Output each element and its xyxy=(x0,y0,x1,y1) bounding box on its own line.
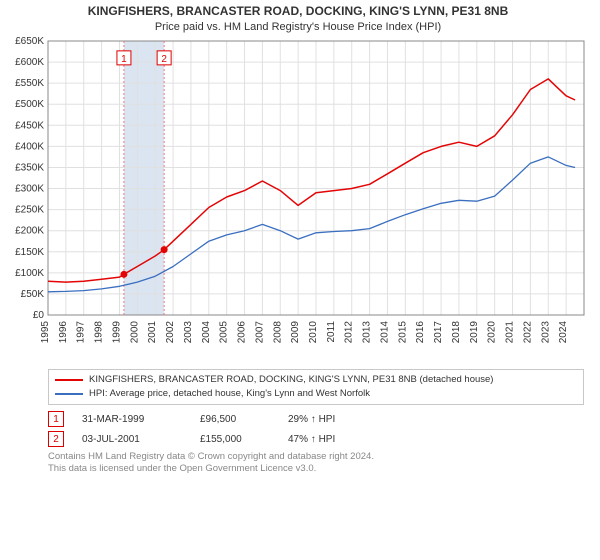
svg-text:2: 2 xyxy=(161,53,167,64)
event-marker-icon: 1 xyxy=(48,411,64,427)
legend-label: KINGFISHERS, BRANCASTER ROAD, DOCKING, K… xyxy=(89,373,493,387)
svg-text:£600K: £600K xyxy=(15,57,44,68)
svg-text:2004: 2004 xyxy=(201,320,212,343)
svg-text:£350K: £350K xyxy=(15,162,44,173)
svg-text:2020: 2020 xyxy=(487,320,498,343)
chart-title-line1: KINGFISHERS, BRANCASTER ROAD, DOCKING, K… xyxy=(4,4,592,20)
svg-text:2022: 2022 xyxy=(522,320,533,343)
event-row: 1 31-MAR-1999 £96,500 29% ↑ HPI xyxy=(48,411,584,427)
svg-text:£300K: £300K xyxy=(15,183,44,194)
svg-text:1: 1 xyxy=(121,53,127,64)
svg-text:2011: 2011 xyxy=(326,320,337,342)
event-date: 31-MAR-1999 xyxy=(82,414,182,425)
event-delta: 29% ↑ HPI xyxy=(288,414,335,425)
svg-text:2024: 2024 xyxy=(558,320,569,343)
svg-text:2006: 2006 xyxy=(237,320,248,343)
svg-text:2018: 2018 xyxy=(451,320,462,343)
event-list: 1 31-MAR-1999 £96,500 29% ↑ HPI 2 03-JUL… xyxy=(48,411,584,447)
line-chart: £0 £50K £100K £150K £200K £250K £300K £350K £400… xyxy=(4,33,592,363)
svg-text:£200K: £200K xyxy=(15,225,44,236)
svg-text:£650K: £650K xyxy=(15,36,44,47)
svg-text:£400K: £400K xyxy=(15,141,44,152)
svg-text:1999: 1999 xyxy=(111,320,122,343)
svg-text:1997: 1997 xyxy=(76,320,87,343)
legend-swatch xyxy=(55,393,83,395)
license-line: Contains HM Land Registry data © Crown c… xyxy=(48,451,584,463)
license-text: Contains HM Land Registry data © Crown c… xyxy=(48,451,584,476)
legend-item: KINGFISHERS, BRANCASTER ROAD, DOCKING, K… xyxy=(55,373,577,387)
svg-text:2014: 2014 xyxy=(379,320,390,343)
svg-text:1995: 1995 xyxy=(40,320,51,343)
svg-text:£150K: £150K xyxy=(15,246,44,257)
svg-text:2013: 2013 xyxy=(362,320,373,343)
svg-text:£500K: £500K xyxy=(15,99,44,110)
svg-text:2012: 2012 xyxy=(344,320,355,343)
svg-text:2017: 2017 xyxy=(433,320,444,343)
event-delta: 47% ↑ HPI xyxy=(288,434,335,445)
svg-text:£250K: £250K xyxy=(15,204,44,215)
svg-text:2016: 2016 xyxy=(415,320,426,343)
svg-text:2000: 2000 xyxy=(129,320,140,343)
svg-text:2019: 2019 xyxy=(469,320,480,343)
svg-text:2002: 2002 xyxy=(165,320,176,343)
event-price: £155,000 xyxy=(200,434,270,445)
svg-text:£100K: £100K xyxy=(15,267,44,278)
svg-text:2010: 2010 xyxy=(308,320,319,343)
chart-container: KINGFISHERS, BRANCASTER ROAD, DOCKING, K… xyxy=(0,0,600,560)
svg-text:£550K: £550K xyxy=(15,78,44,89)
svg-text:£50K: £50K xyxy=(21,289,45,300)
svg-text:2009: 2009 xyxy=(290,320,301,343)
svg-text:2015: 2015 xyxy=(397,320,408,343)
svg-text:2003: 2003 xyxy=(183,320,194,343)
svg-text:2001: 2001 xyxy=(147,320,158,343)
svg-text:2008: 2008 xyxy=(272,320,283,343)
svg-text:2007: 2007 xyxy=(254,320,265,343)
event-row: 2 03-JUL-2001 £155,000 47% ↑ HPI xyxy=(48,431,584,447)
svg-text:1998: 1998 xyxy=(94,320,105,343)
chart-title-line2: Price paid vs. HM Land Registry's House … xyxy=(4,21,592,33)
svg-text:1996: 1996 xyxy=(58,320,69,343)
svg-text:2021: 2021 xyxy=(505,320,516,343)
event-marker-icon: 2 xyxy=(48,431,64,447)
legend-swatch xyxy=(55,379,83,381)
legend-item: HPI: Average price, detached house, King… xyxy=(55,387,577,401)
event-date: 03-JUL-2001 xyxy=(82,434,182,445)
license-line: This data is licensed under the Open Gov… xyxy=(48,463,584,475)
svg-text:£450K: £450K xyxy=(15,120,44,131)
event-price: £96,500 xyxy=(200,414,270,425)
svg-text:2005: 2005 xyxy=(219,320,230,343)
legend-label: HPI: Average price, detached house, King… xyxy=(89,387,370,401)
legend: KINGFISHERS, BRANCASTER ROAD, DOCKING, K… xyxy=(48,369,584,406)
svg-text:2023: 2023 xyxy=(540,320,551,343)
svg-text:£0: £0 xyxy=(33,310,45,321)
